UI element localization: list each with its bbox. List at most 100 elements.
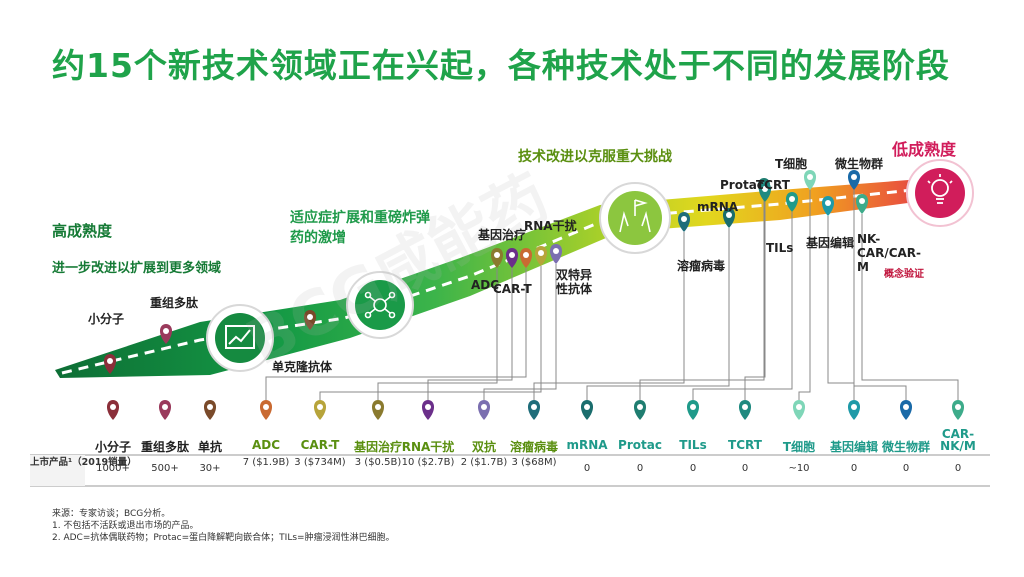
footnotes: 来源：专家访谈；BCG分析。 1. 不包括不活跃或退出市场的产品。 2. ADC…	[52, 508, 395, 544]
value-cell-3: 7 ($1.9B)	[242, 457, 290, 468]
maturity-band-dash	[61, 184, 951, 375]
row-pin-3	[259, 400, 273, 420]
connector-15	[827, 216, 855, 400]
path-pin-2	[303, 310, 317, 330]
category-label-12: TCRT	[728, 438, 762, 452]
path-pin-0	[103, 354, 117, 374]
category-label-8: 溶瘤病毒	[509, 440, 558, 454]
path-label-0: 小分子	[88, 312, 125, 326]
path-label-8: mRNA	[697, 200, 739, 214]
path-pin-16	[855, 194, 869, 214]
path-pins	[103, 170, 869, 374]
stage-circle-1	[206, 304, 274, 372]
path-label-4: RNA干扰	[524, 219, 577, 233]
path-pin-5	[519, 248, 533, 268]
path-pin-7	[549, 244, 563, 264]
category-label-3: ADC	[251, 438, 281, 452]
path-pin-14	[847, 170, 861, 190]
path-pin-9	[677, 212, 691, 232]
row-pin-0	[106, 400, 120, 420]
category-label-15: 微生物群	[881, 440, 930, 454]
note-source: 来源：专家访谈；BCG分析。	[52, 509, 171, 519]
path-label-2: 单克隆抗体	[272, 360, 333, 374]
connector-13	[692, 212, 793, 400]
path-pin-11	[758, 182, 772, 202]
category-label-9: mRNA	[566, 438, 608, 452]
value-cell-0: 1000+	[96, 463, 130, 474]
category-label-1: 重组多肽	[140, 440, 189, 454]
row-pin-14	[847, 400, 861, 420]
connector-9	[533, 232, 685, 400]
path-label-7: 双特异性抗体	[556, 268, 593, 296]
stage-circle-3	[599, 182, 671, 254]
connector-7	[483, 264, 557, 400]
path-pin-15	[821, 196, 835, 216]
lightbulb-icon	[927, 174, 953, 204]
row-pin-6	[421, 400, 435, 420]
connector-11	[744, 202, 766, 400]
chart-growth-icon	[225, 325, 255, 349]
row-pin-4	[313, 400, 327, 420]
stage-circle-2	[346, 271, 414, 339]
path-label-5: ADC	[471, 278, 500, 292]
path-label-16: NK-CAR/CAR-M	[857, 232, 922, 274]
value-cell-9: 0	[583, 463, 591, 474]
stage-late: 技术改进以克服重大挑战	[518, 149, 672, 165]
hands-flag-icon	[619, 199, 651, 233]
path-label-3: 基因治疗	[478, 228, 527, 242]
value-cell-6: 10 ($2.7B)	[401, 457, 455, 468]
path-label-9: 溶瘤病毒	[677, 259, 726, 273]
value-cell-13: ~10	[788, 463, 810, 474]
connector-10	[639, 198, 765, 400]
category-label-6: RNA干扰	[401, 440, 455, 454]
row-pin-12	[738, 400, 752, 420]
category-label-0: 小分子	[94, 440, 131, 454]
category-label-14: 基因编辑	[829, 440, 878, 454]
connector-4	[427, 268, 513, 400]
stage-mid: 适应症扩展和重磅炸弹药的激增	[290, 210, 430, 246]
value-cell-14: 0	[850, 463, 858, 474]
network-icon	[364, 291, 396, 319]
path-pin-4	[505, 248, 519, 268]
category-label-11: TILs	[679, 438, 707, 452]
page-title: 约15个新技术领域正在兴起，各种技术处于不同的发展阶段	[52, 46, 950, 85]
path-pin-12	[803, 170, 817, 190]
stage-high-maturity-subtitle: 进一步改进以扩展到更多领域	[52, 261, 222, 276]
value-cell-7: 2 ($1.7B)	[460, 457, 508, 468]
category-label-16: CAR-NK/M	[940, 427, 976, 453]
path-label-14: 微生物群	[835, 157, 884, 171]
row-pin-10	[633, 400, 647, 420]
stage-low-maturity: 低成熟度	[892, 140, 957, 159]
value-cell-1: 500+	[151, 463, 179, 474]
path-label-13: TILs	[766, 241, 794, 255]
note-2: 2. ADC=抗体偶联药物；Protac=蛋白降解靶向嵌合体；TILs=肿瘤浸润…	[52, 533, 395, 543]
value-cell-2: 30+	[199, 463, 221, 474]
row-pin-1	[158, 400, 172, 420]
row-pin-2	[203, 400, 217, 420]
connector-lines	[265, 190, 959, 400]
connector-8	[586, 228, 730, 400]
note-1: 1. 不包括不活跃或退出市场的产品。	[52, 521, 199, 531]
path-pin-13	[785, 192, 799, 212]
path-label-1: 重组多肽	[150, 296, 199, 310]
category-label-4: CAR-T	[300, 438, 340, 452]
value-cell-10: 0	[636, 463, 644, 474]
value-cell-5: 3 ($0.5B)	[354, 457, 402, 468]
connector-5	[265, 268, 527, 400]
row-pin-15	[899, 400, 913, 420]
row-pin-7	[477, 400, 491, 420]
stage-circle-4	[906, 159, 974, 227]
category-label-2: 单抗	[197, 440, 222, 454]
value-cell-4: 3 ($734M)	[294, 457, 346, 468]
path-label-6: CAR-T	[493, 282, 532, 296]
connector-16	[861, 214, 959, 400]
table-row-header: 上市产品¹（2019销量）	[30, 457, 137, 468]
value-cell-12: 0	[741, 463, 749, 474]
path-pin-3	[490, 248, 504, 268]
path-label-11: TCRT	[756, 178, 790, 192]
row-pins	[106, 400, 965, 420]
row-pin-9	[580, 400, 594, 420]
path-pin-1	[159, 324, 173, 344]
value-cell-11: 0	[689, 463, 697, 474]
